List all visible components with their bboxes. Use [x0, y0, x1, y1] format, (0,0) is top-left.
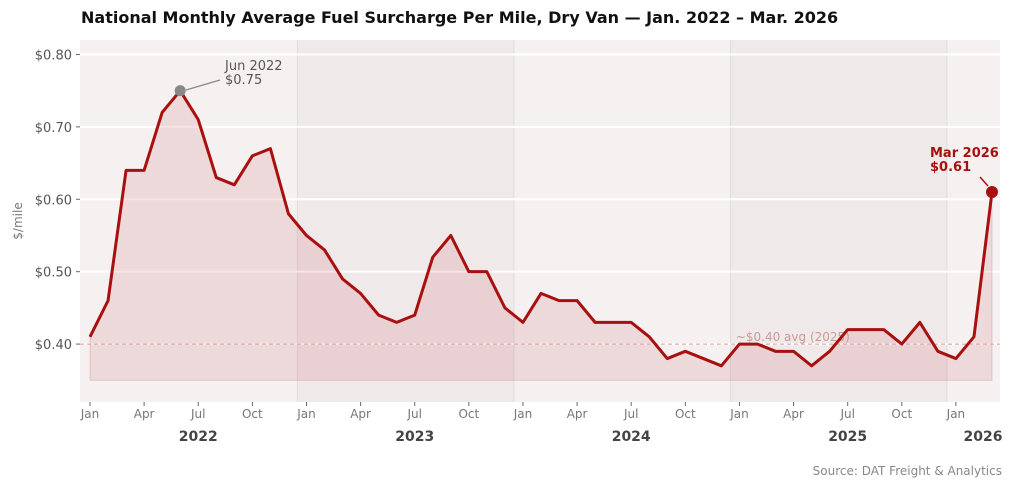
- x-tick-label: Jul: [406, 407, 421, 421]
- x-year-label: 2024: [612, 429, 651, 445]
- latest-label-value: $0.61: [930, 160, 971, 175]
- x-year-label: 2022: [179, 429, 218, 445]
- x-year-label: 2026: [963, 429, 1002, 445]
- x-tick-label: Apr: [567, 407, 588, 421]
- latest-marker: [986, 186, 998, 199]
- source-note: Source: DAT Freight & Analytics: [812, 464, 1002, 478]
- y-tick-label: $0.40: [35, 338, 72, 353]
- x-tick-label: Jul: [623, 407, 638, 421]
- y-axis-label: $/mile: [11, 202, 25, 239]
- y-tick-label: $0.50: [35, 266, 72, 281]
- year-band: [946, 40, 1000, 402]
- latest-label-date: Mar 2026: [930, 146, 999, 161]
- x-year-label: 2025: [828, 429, 867, 445]
- x-tick-label: Oct: [242, 407, 263, 421]
- year-band: [80, 40, 298, 402]
- x-tick-label: Oct: [891, 407, 912, 421]
- x-tick-label: Apr: [783, 407, 804, 421]
- year-band: [513, 40, 731, 402]
- year-band: [297, 40, 514, 402]
- x-tick-label: Jul: [839, 407, 854, 421]
- x-tick-label: Jan: [296, 407, 316, 421]
- x-tick-label: Apr: [134, 407, 155, 421]
- reference-line-label: ~$0.40 avg (2025): [736, 330, 850, 344]
- x-tick-label: Jan: [946, 407, 966, 421]
- y-tick-label: $0.70: [35, 121, 72, 136]
- x-tick-label: Jan: [729, 407, 749, 421]
- y-tick-label: $0.80: [35, 48, 72, 63]
- y-tick-label: $0.60: [35, 193, 72, 208]
- chart-title: National Monthly Average Fuel Surcharge …: [81, 8, 839, 27]
- x-tick-label: Oct: [675, 407, 696, 421]
- x-year-label: 2023: [395, 429, 434, 445]
- x-tick-label: Apr: [350, 407, 371, 421]
- x-tick-label: Jan: [80, 407, 100, 421]
- peak-label-date: Jun 2022: [224, 59, 283, 74]
- latest-arrow: [979, 176, 989, 187]
- peak-label-value: $0.75: [225, 73, 262, 88]
- x-tick-label: Jan: [513, 407, 533, 421]
- peak-arrow: [185, 79, 221, 91]
- x-tick-label: Jul: [190, 407, 205, 421]
- peak-marker: [174, 85, 186, 97]
- x-tick-label: Oct: [458, 407, 479, 421]
